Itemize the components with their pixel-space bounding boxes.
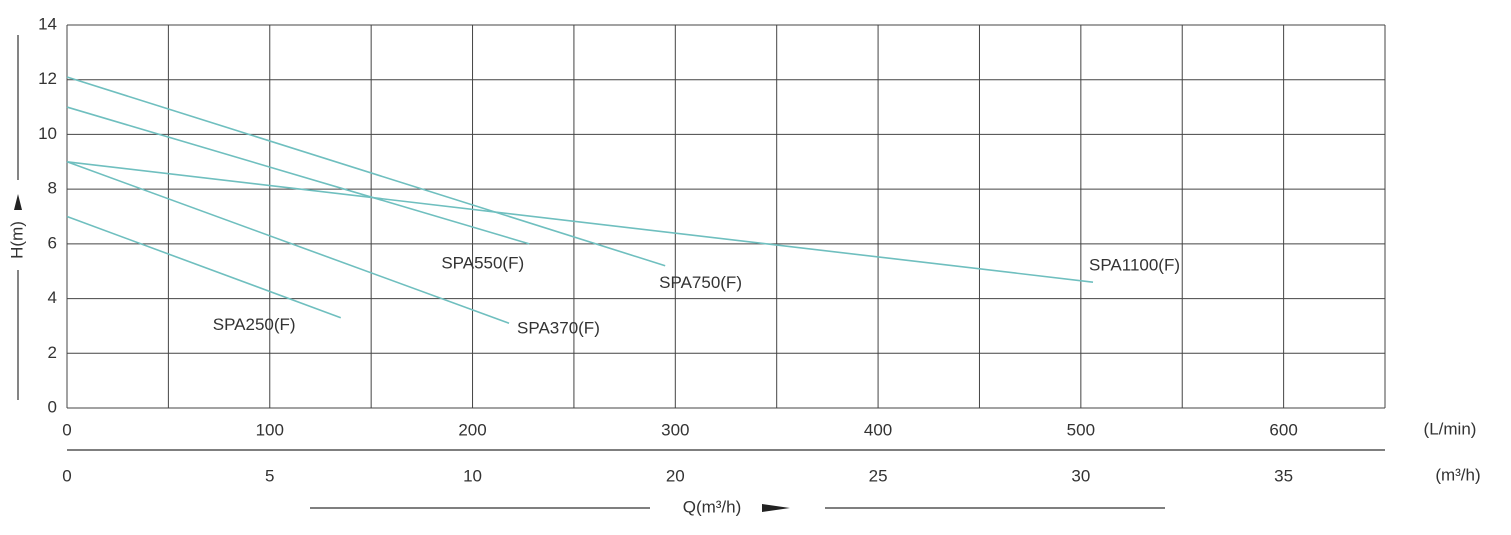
y-tick-label: 0 [48,397,57,416]
x-unit: (L/min) [1424,419,1477,438]
y-tick-label: 14 [38,14,57,33]
x2-tick-label: 35 [1274,466,1293,485]
y-tick-label: 2 [48,343,57,362]
series-line [66,106,530,245]
y-tick-label: 12 [38,69,57,88]
x-tick-label: 100 [256,420,284,439]
x-title: Q(m³/h) [683,497,742,516]
x2-tick-label: 10 [463,466,482,485]
y-tick-label: 10 [38,124,57,143]
x2-tick-label: 5 [265,466,274,485]
y-title: H(m) [7,221,26,259]
x-tick-label: 200 [458,420,486,439]
series-line [66,76,666,267]
series-label: SPA370(F) [517,319,600,338]
series-label: SPA550(F) [441,253,524,272]
y-arrow [14,194,22,210]
y-tick-label: 8 [48,179,57,198]
y-tick-label: 4 [48,288,57,307]
x-arrow [762,504,790,512]
y-tick-label: 6 [48,233,57,252]
series-label: SPA250(F) [213,315,296,334]
x2-tick-label: 20 [666,466,685,485]
x2-tick-label: 0 [62,466,71,485]
series-line [66,215,342,319]
series-label: SPA1100(F) [1089,256,1180,275]
series-label: SPA750(F) [659,273,742,292]
x-tick-label: 600 [1269,420,1297,439]
series-line [66,161,510,324]
x-tick-label: 400 [864,420,892,439]
x-tick-label: 300 [661,420,689,439]
series-line [66,160,1094,283]
x2-unit: (m³/h) [1435,465,1480,484]
x-tick-label: 500 [1067,420,1095,439]
x2-tick-label: 30 [1071,466,1090,485]
x2-tick-label: 25 [869,466,888,485]
x-tick-label: 0 [62,420,71,439]
